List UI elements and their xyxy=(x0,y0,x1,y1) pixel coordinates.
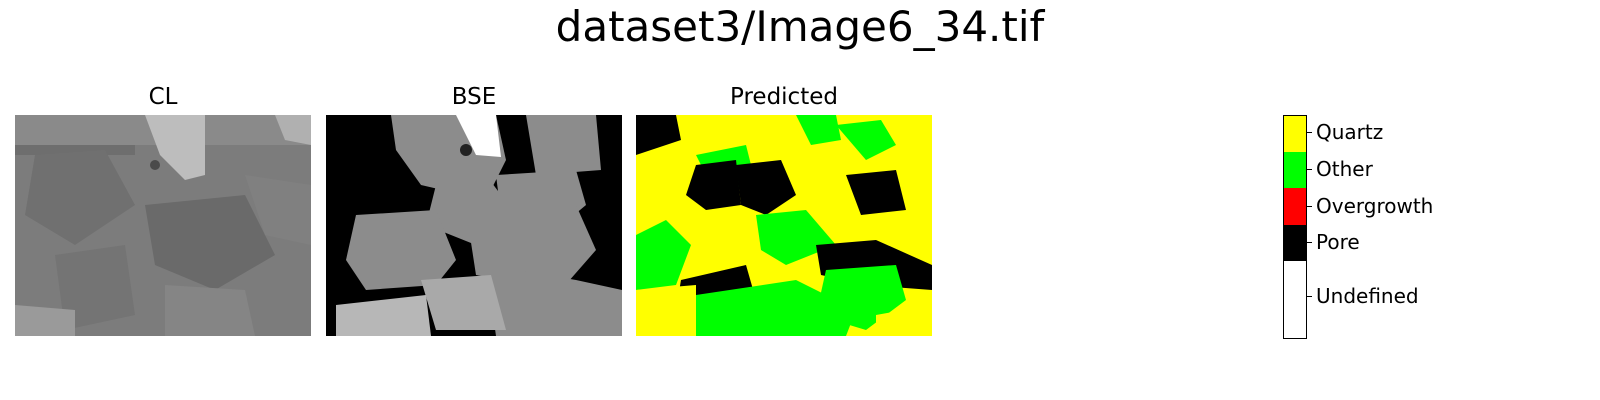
panel-title-predicted: Predicted xyxy=(730,84,838,110)
colorbar-label-undefined: Undefined xyxy=(1316,284,1419,308)
colorbar-tick xyxy=(1307,296,1312,297)
colorbar-label-pore: Pore xyxy=(1316,230,1360,254)
figure-title: dataset3/Image6_34.tif xyxy=(555,2,1045,51)
colorbar-tick xyxy=(1307,206,1312,207)
colorbar xyxy=(1283,115,1307,339)
panel-title-bse: BSE xyxy=(451,84,497,110)
colorbar-label-quartz: Quartz xyxy=(1316,120,1384,144)
bse-image xyxy=(326,115,622,336)
colorbar-segment-overgrowth xyxy=(1284,188,1306,225)
panel-title-cl: CL xyxy=(148,84,178,110)
colorbar-tick xyxy=(1307,242,1312,243)
colorbar-label-overgrowth: Overgrowth xyxy=(1316,194,1434,218)
colorbar-segment-pore xyxy=(1284,225,1306,261)
colorbar-segment-other xyxy=(1284,152,1306,188)
cl-image xyxy=(15,115,311,336)
colorbar-tick xyxy=(1307,169,1312,170)
colorbar-tick xyxy=(1307,132,1312,133)
colorbar-segment-undefined xyxy=(1284,261,1306,338)
predicted-image xyxy=(636,115,932,336)
colorbar-segment-quartz xyxy=(1284,116,1306,152)
colorbar-label-other: Other xyxy=(1316,157,1373,181)
